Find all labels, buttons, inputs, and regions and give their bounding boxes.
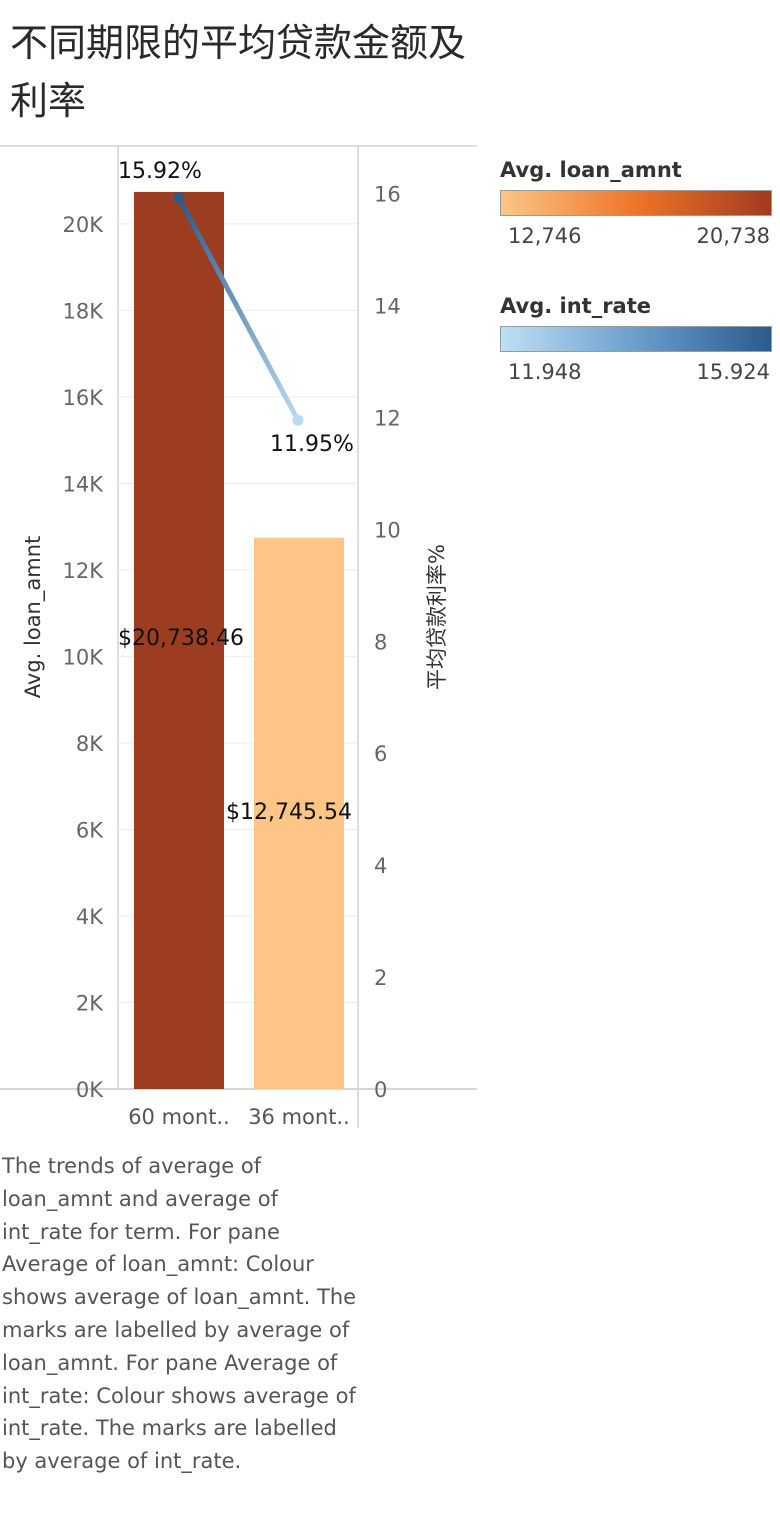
legend-min: 12,746 [508,224,582,248]
category-label: 60 mont.. [128,1105,230,1129]
left-tick-label: 18K [63,299,105,323]
left-tick-label: 0K [76,1078,104,1102]
category-labels: 60 mont.. 36 mont.. [128,1105,350,1129]
line-series: 15.92% 11.95% [118,159,354,457]
chart-description: The trends of average of loan_amnt and a… [2,1154,357,1474]
left-tick-label: 16K [63,386,105,410]
left-tick-label: 4K [76,905,104,929]
bar [134,191,224,1089]
left-tick-label: 8K [76,732,104,756]
right-tick-label: 16 [374,183,401,207]
left-tick-label: 6K [76,818,104,842]
right-tick-label: 4 [374,854,387,878]
right-tick-label: 2 [374,966,387,990]
line-point [173,192,185,204]
chart-title: 不同期限的平均贷款金额及利率 [10,21,467,123]
left-tick-label: 2K [76,991,104,1015]
right-tick-label: 12 [374,406,401,430]
bar-series: $20,738.46 $12,745.54 [118,191,352,1089]
line-data-label: 11.95% [270,432,354,457]
right-tick-label: 8 [374,630,387,654]
bar-data-label: $12,745.54 [226,800,352,825]
legend-title: Avg. int_rate [500,294,652,318]
bar [254,537,344,1089]
left-tick-label: 20K [63,213,105,237]
chart-frame [0,145,477,1128]
legend-min: 11.948 [508,360,582,384]
right-axis-label: 平均贷款利率% [425,544,449,690]
legend-max: 15.924 [696,360,770,384]
legend-loan-amnt: Avg. loan_amnt 12,746 20,738 [500,158,772,248]
right-axis-ticks: 0 2 4 6 8 10 12 14 16 [374,183,401,1102]
right-tick-label: 6 [374,742,387,766]
series-line [176,195,301,423]
left-axis-ticks: 0K 2K 4K 6K 8K 10K 12K 14K 16K 18K 20K [63,213,105,1102]
line-point [292,414,304,426]
right-tick-label: 0 [374,1078,387,1102]
category-label: 36 mont.. [248,1105,350,1129]
bar-data-label: $20,738.46 [118,626,244,651]
legend-gradient-bar [500,190,772,216]
left-axis-label: Avg. loan_amnt [21,536,46,698]
left-tick-label: 14K [63,472,105,496]
right-tick-label: 10 [374,518,401,542]
left-tick-label: 12K [63,559,105,583]
dual-axis-chart: 0K 2K 4K 6K 8K 10K 12K 14K 16K 18K 20K 0 2 4 6 8 10 12 14… [0,145,477,1129]
legend-int-rate: Avg. int_rate 11.948 15.924 [500,294,772,384]
line-data-label: 15.92% [118,159,202,184]
left-tick-label: 10K [63,645,105,669]
legend-title: Avg. loan_amnt [500,158,682,182]
legend-max: 20,738 [696,224,770,248]
right-tick-label: 14 [374,294,401,318]
legend-gradient-bar [500,326,772,352]
